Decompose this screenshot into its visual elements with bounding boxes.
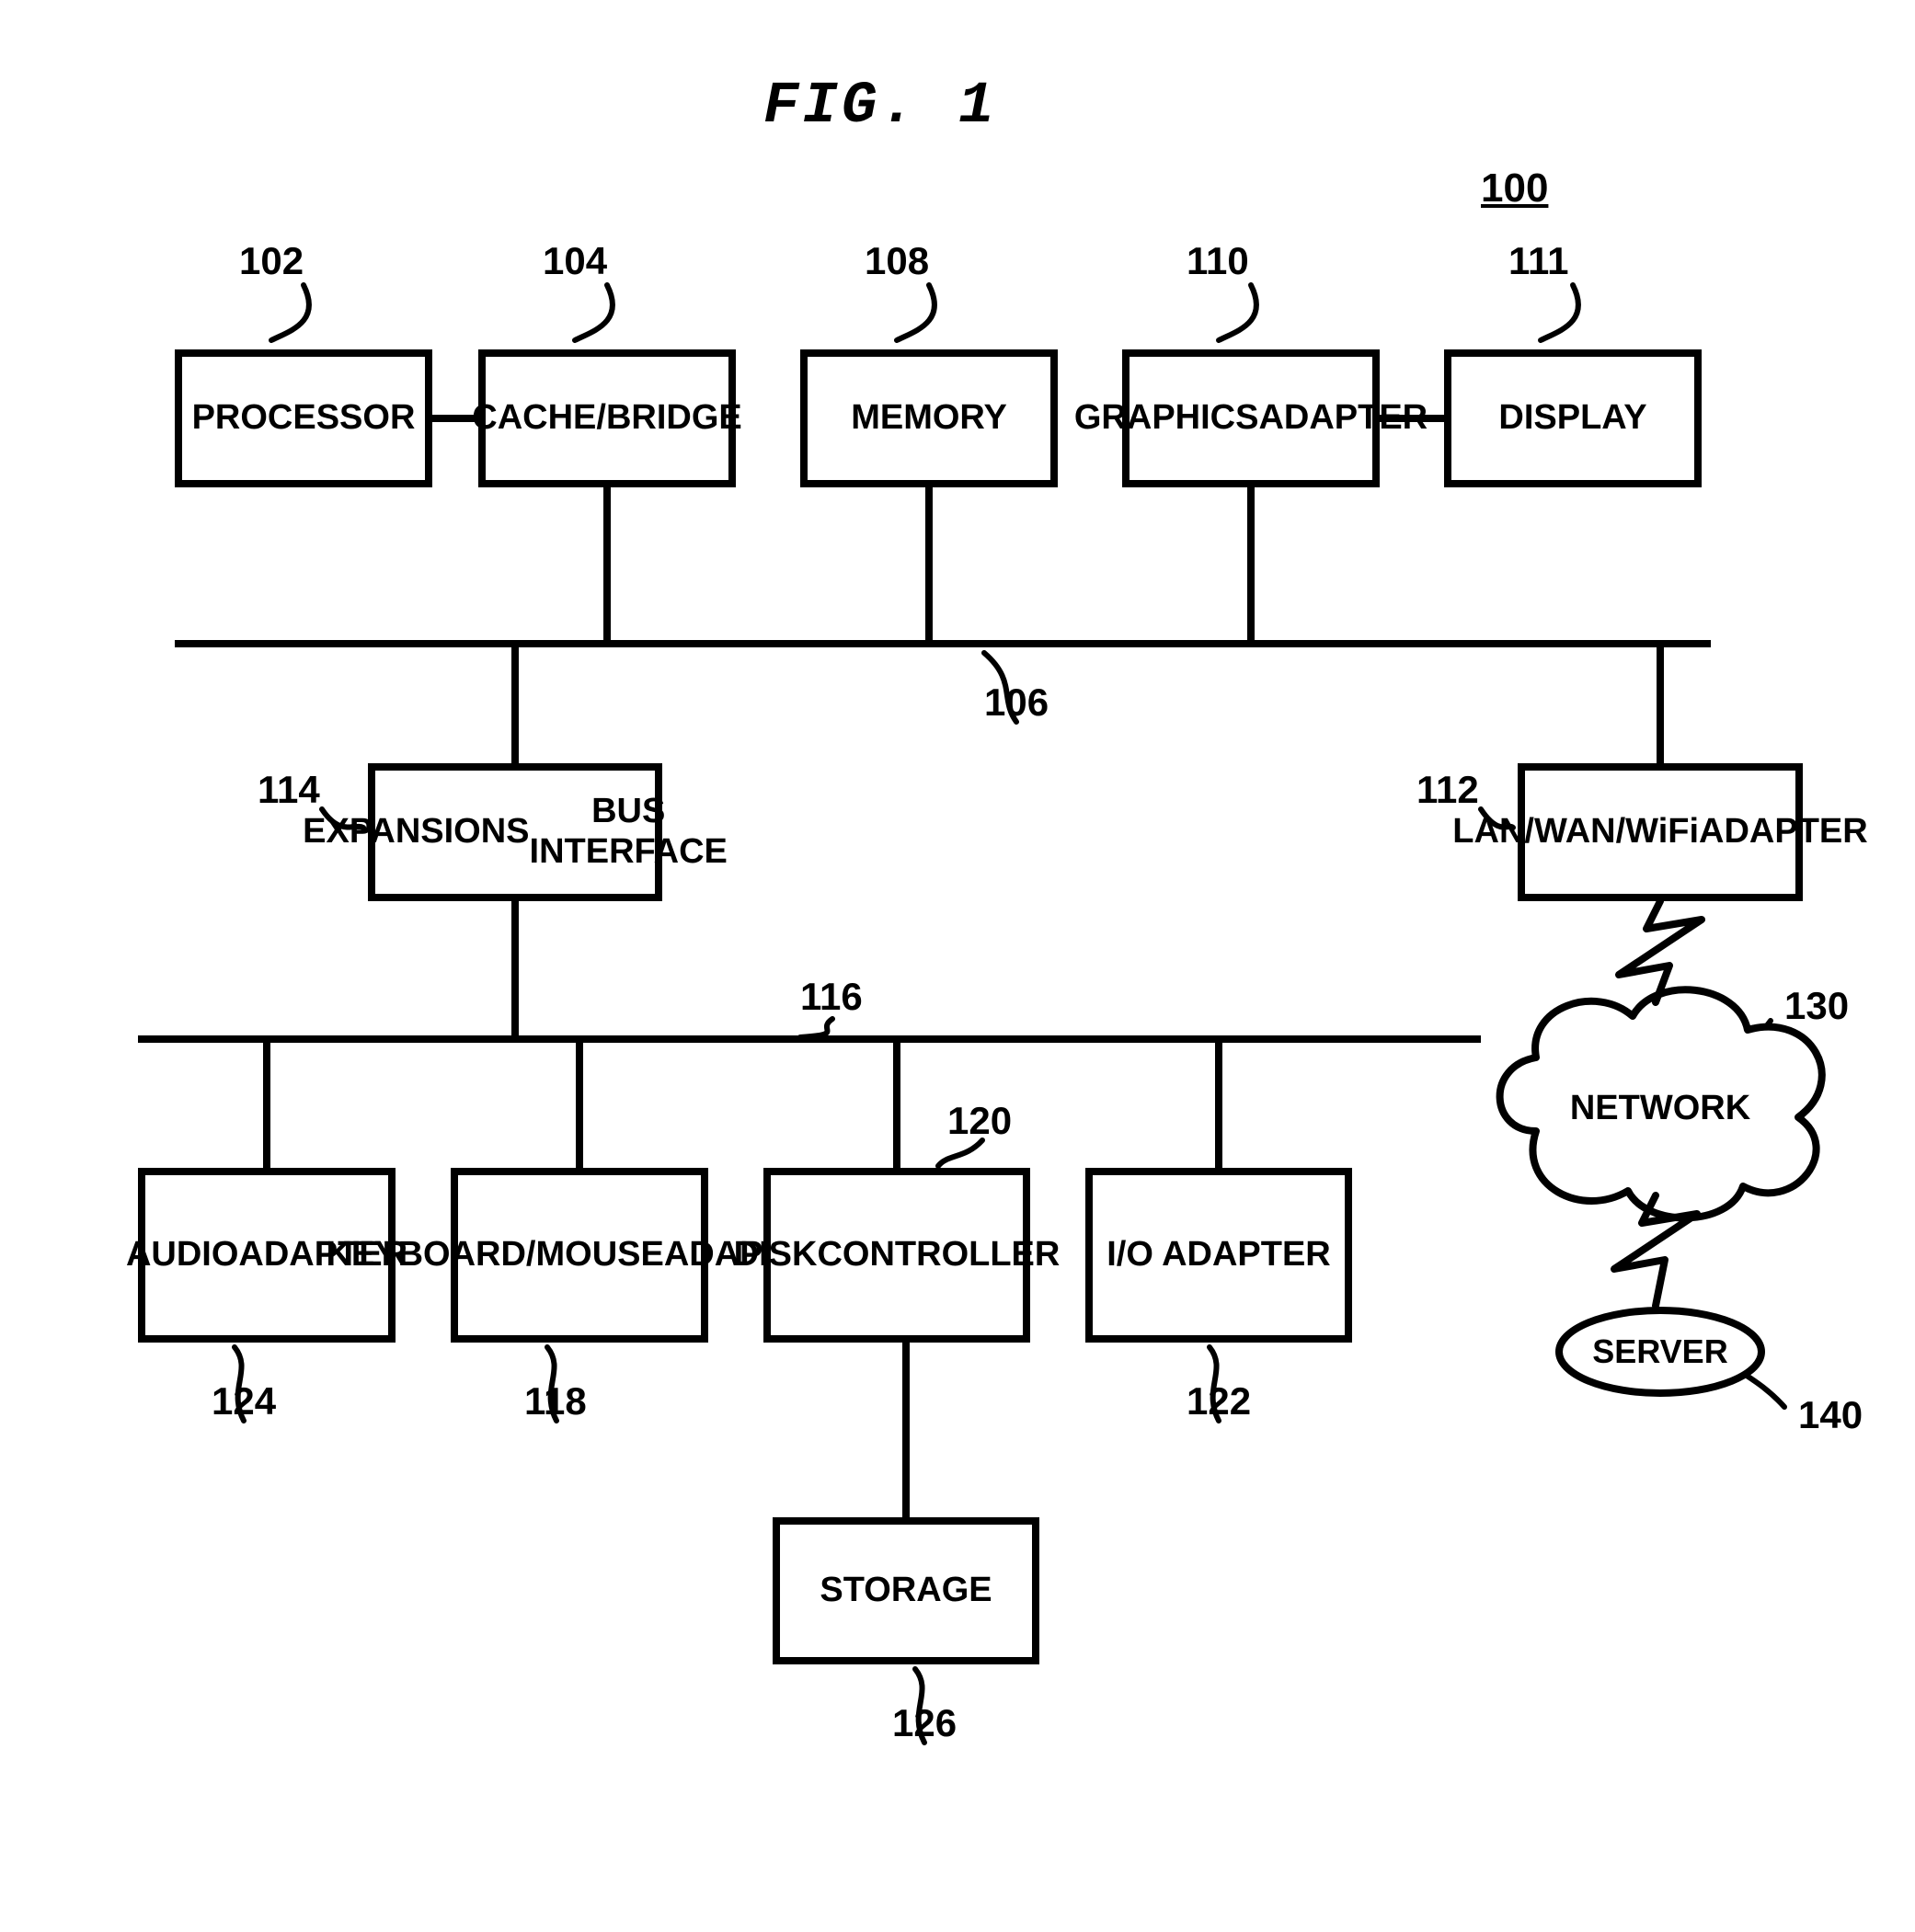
bus-exp_bus_line — [138, 1035, 1481, 1043]
ref-102: 102 — [239, 239, 304, 283]
ref-110: 110 — [1187, 239, 1249, 283]
ref-140: 140 — [1798, 1393, 1863, 1437]
conn-exp_bus_bot — [511, 901, 519, 1039]
leader-102 — [271, 285, 309, 340]
leader-140 — [1738, 1370, 1784, 1407]
ref-126: 126 — [892, 1701, 957, 1745]
conn-memory — [925, 487, 933, 644]
ref-124: 124 — [212, 1379, 276, 1423]
node-lan_wan: LAN/WAN/WiFiADAPTER — [1518, 763, 1803, 901]
network-cloud — [1500, 989, 1822, 1218]
node-graphics: GRAPHICSADAPTER — [1122, 349, 1380, 487]
figure-title: FIG. 1 — [763, 74, 997, 140]
conn-io — [1215, 1039, 1222, 1168]
node-disk_ctrl: DISKCONTROLLER — [763, 1168, 1030, 1343]
conn-exp_bus_top — [511, 644, 519, 763]
ref-112: 112 — [1416, 768, 1479, 812]
zigzag-lan-net — [1619, 901, 1702, 1002]
node-display: DISPLAY — [1444, 349, 1702, 487]
node-io_adapter: I/O ADAPTER — [1085, 1168, 1352, 1343]
node-exp_bus: EXPANSIONSBUS INTERFACE — [368, 763, 662, 901]
zigzag-net-srv — [1614, 1195, 1697, 1306]
block-diagram: FIG. 1 100 NETWORK SERVER 106 116 PROCESSOR 102… — [0, 0, 1915, 1932]
leader-108 — [897, 285, 935, 340]
ref-130: 130 — [1784, 984, 1849, 1028]
server-label: SERVER — [1592, 1332, 1727, 1370]
ref-120: 120 — [947, 1099, 1012, 1143]
ref-116: 116 — [800, 975, 863, 1019]
leader-120 — [938, 1140, 982, 1166]
node-kbd_mouse: KEYBOARD/MOUSEADAPTER — [451, 1168, 708, 1343]
ref-108: 108 — [865, 239, 929, 283]
ref-111: 111 — [1508, 239, 1568, 283]
node-processor: PROCESSOR — [175, 349, 432, 487]
conn-storage — [902, 1343, 910, 1517]
leader-111 — [1541, 285, 1578, 340]
ref-118: 118 — [524, 1379, 587, 1423]
conn-disk — [893, 1039, 900, 1168]
conn-graphics — [1247, 487, 1255, 644]
figure-ref: 100 — [1481, 166, 1548, 211]
conn-audio — [263, 1039, 270, 1168]
conn-cache_bridge — [603, 487, 611, 644]
leader-104 — [575, 285, 613, 340]
ref-122: 122 — [1187, 1379, 1251, 1423]
ref-106: 106 — [984, 680, 1049, 725]
leader-110 — [1219, 285, 1256, 340]
bus-main_bus — [175, 640, 1711, 647]
leader-116 — [800, 1019, 832, 1037]
node-storage: STORAGE — [773, 1517, 1039, 1664]
ref-104: 104 — [543, 239, 607, 283]
server-node — [1559, 1310, 1761, 1393]
node-memory: MEMORY — [800, 349, 1058, 487]
node-cache_bridge: CACHE/BRIDGE — [478, 349, 736, 487]
conn-kbd — [576, 1039, 583, 1168]
conn-lan_top — [1657, 644, 1664, 763]
ref-114: 114 — [258, 768, 320, 812]
network-label: NETWORK — [1570, 1089, 1751, 1127]
leader-130 — [1720, 1021, 1771, 1071]
